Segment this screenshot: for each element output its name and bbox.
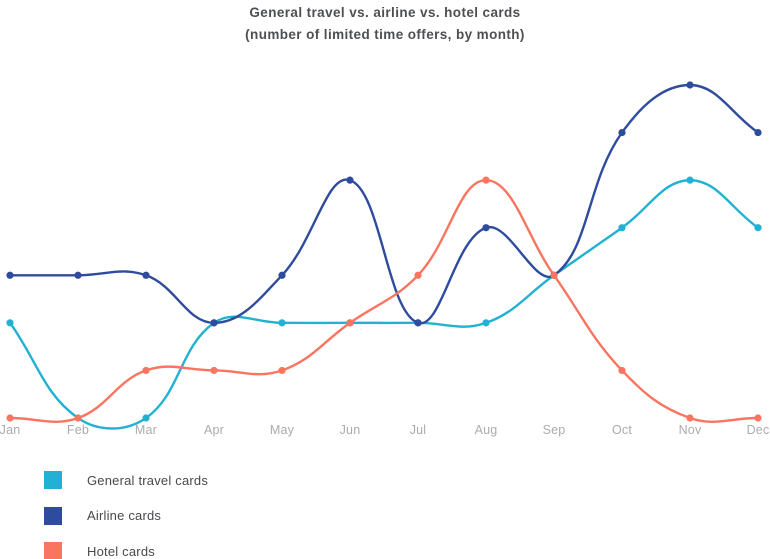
chart-subtitle: (number of limited time offers, by month… — [245, 27, 525, 42]
series-line-general-travel-cards — [8, 178, 760, 430]
x-axis-label-nov: Nov — [679, 423, 702, 437]
data-point — [74, 271, 82, 279]
data-point — [6, 271, 14, 279]
series-line-airline-cards — [8, 83, 760, 325]
legend-item-general-travel-cards: General travel cards — [44, 471, 208, 489]
legend-item-hotel-cards: Hotel cards — [44, 542, 208, 559]
data-point — [550, 271, 558, 279]
data-point — [618, 224, 626, 232]
legend-swatch-hotel-icon — [44, 542, 62, 559]
data-point — [142, 414, 150, 422]
legend-label: General travel cards — [87, 472, 209, 488]
data-point — [414, 271, 422, 279]
data-point — [482, 176, 490, 184]
x-axis-label-dec: Dec — [747, 423, 770, 437]
legend-label: Airline cards — [87, 508, 162, 523]
x-axis-label-apr: Apr — [204, 423, 224, 437]
data-point — [6, 319, 14, 327]
data-point — [346, 176, 354, 184]
data-point — [210, 319, 218, 327]
data-point — [686, 414, 694, 422]
data-point — [754, 128, 762, 137]
data-point — [278, 271, 286, 279]
data-point — [6, 414, 14, 422]
data-point — [754, 414, 762, 422]
chart-title: General travel vs. airline vs. hotel car… — [249, 5, 521, 20]
chart-title-block: General travel vs. airline vs. hotel car… — [0, 2, 770, 46]
legend-item-airline-cards: Airline cards — [44, 506, 208, 525]
x-axis-label-jan: Jan — [0, 423, 20, 437]
data-point — [74, 414, 82, 422]
x-axis-label-oct: Oct — [612, 423, 632, 437]
legend-swatch-general-travel-icon — [44, 471, 62, 489]
chart-canvas: Jan Feb Mar Apr May Jun Jul Aug Sep Oct Nov Dec — [0, 81, 770, 437]
data-point — [278, 366, 286, 375]
legend-label: Hotel cards — [87, 543, 155, 559]
data-point — [686, 81, 694, 89]
series-line-hotel-cards — [8, 178, 760, 424]
data-point — [142, 271, 150, 279]
data-point — [482, 224, 490, 232]
x-axis-label-feb: Feb — [67, 423, 89, 437]
data-point — [210, 366, 218, 375]
legend-swatch-airline-icon — [44, 506, 62, 525]
chart-legend: General travel cards Airline cards Hotel… — [44, 471, 208, 559]
data-point — [686, 176, 694, 184]
x-axis-label-sep: Sep — [543, 423, 566, 437]
data-point — [618, 128, 626, 137]
x-axis-label-mar: Mar — [135, 423, 157, 437]
data-point — [346, 319, 354, 327]
x-axis-label-aug: Aug — [475, 423, 498, 437]
data-point — [142, 366, 150, 375]
series-hotel-cards — [6, 176, 762, 424]
data-point — [618, 366, 626, 375]
x-axis-label-may: May — [270, 423, 295, 437]
x-axis-label-jul: Jul — [410, 423, 427, 437]
x-axis-label-jun: Jun — [340, 423, 361, 437]
data-point — [482, 319, 490, 327]
data-point — [414, 319, 422, 327]
data-point — [278, 319, 286, 327]
data-point — [754, 224, 762, 232]
